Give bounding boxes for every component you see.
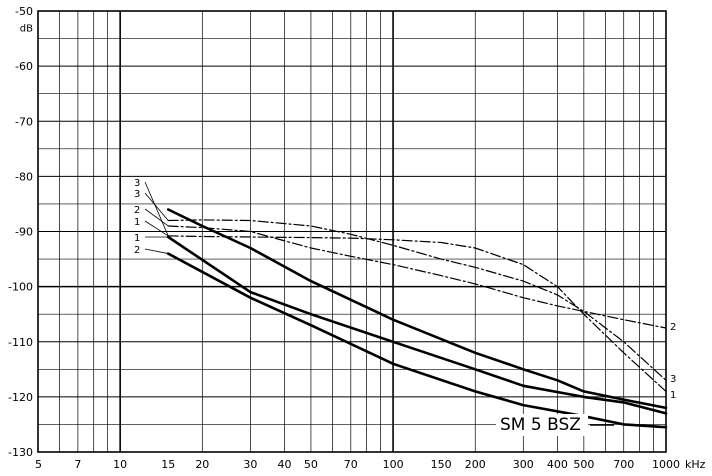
plot-frame	[37, 10, 667, 453]
series-dashdot-2	[167, 225, 667, 329]
curve-label-left: 2	[134, 245, 140, 256]
y-tick-label: -120	[8, 391, 33, 404]
x-tick-label: 15	[161, 458, 175, 471]
x-tick-label: 400	[547, 458, 568, 471]
series-solid-3	[166, 208, 668, 410]
y-tick-label: -70	[15, 115, 33, 128]
chart-annotation: SM 5 BSZ	[500, 415, 581, 435]
curve-label-left: 1	[134, 217, 140, 228]
y-tick-label: -60	[15, 60, 33, 73]
x-unit-label: kHz	[685, 458, 706, 471]
x-tick-label: 70	[344, 458, 358, 471]
x-tick-label: 500	[573, 458, 594, 471]
series-solid-2	[166, 252, 668, 429]
y-unit-label: dB	[20, 24, 33, 35]
y-tick-label: -50	[15, 5, 33, 18]
series-layer	[166, 208, 668, 429]
y-tick-label: -90	[15, 226, 33, 239]
x-tick-label: 5	[35, 458, 42, 471]
y-tick-label: -110	[8, 336, 33, 349]
y-tick-label: -130	[8, 446, 33, 459]
y-tick-label: -100	[8, 281, 33, 294]
curve-label-leader	[144, 220, 169, 237]
y-tick-label: -80	[15, 170, 33, 183]
curve-label-right: 3	[670, 374, 676, 385]
x-tick-label: 150	[431, 458, 452, 471]
curve-label-right: 2	[670, 322, 676, 333]
x-tick-label: 20	[195, 458, 209, 471]
x-tick-label: 50	[304, 458, 318, 471]
annotation-background	[496, 414, 588, 436]
curve-label-left: 1	[134, 233, 140, 244]
series-solid-1	[166, 235, 668, 415]
x-tick-label: 700	[613, 458, 634, 471]
x-tick-label: 10	[113, 458, 127, 471]
x-tick-label: 7	[74, 458, 81, 471]
x-tick-label: 300	[513, 458, 534, 471]
x-tick-label: 30	[243, 458, 257, 471]
x-tick-label: 40	[277, 458, 291, 471]
curve-label-left: 2	[134, 205, 140, 216]
x-tick-label: 200	[465, 458, 486, 471]
curve-label-leader	[144, 192, 169, 221]
series-dashdot-3	[167, 219, 667, 381]
curve-label-left: 3	[134, 178, 140, 189]
curve-label-leader	[144, 208, 169, 227]
series-dashdot-1	[167, 235, 667, 392]
curve-label-right: 1	[670, 390, 676, 401]
curve-label-left: 3	[134, 189, 140, 200]
x-tick-label: 1000	[652, 458, 680, 471]
curve-label-leader	[144, 181, 169, 237]
curve-label-leader	[144, 248, 169, 254]
x-tick-label: 100	[383, 458, 404, 471]
